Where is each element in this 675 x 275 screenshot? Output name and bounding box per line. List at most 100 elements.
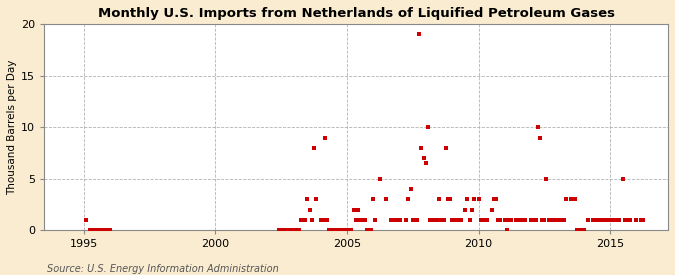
Point — [449, 218, 460, 222]
Point — [298, 218, 308, 222]
Point — [460, 208, 470, 212]
Point — [572, 228, 583, 233]
Point — [366, 228, 377, 233]
Point — [493, 218, 504, 222]
Point — [515, 218, 526, 222]
Point — [440, 146, 451, 150]
Point — [342, 228, 352, 233]
Point — [289, 228, 300, 233]
Point — [315, 218, 326, 222]
Point — [410, 218, 421, 222]
Point — [478, 218, 489, 222]
Point — [96, 228, 107, 233]
Point — [462, 197, 473, 202]
Point — [543, 218, 554, 222]
Point — [452, 218, 462, 222]
Point — [574, 228, 585, 233]
Point — [537, 218, 547, 222]
Point — [618, 177, 628, 181]
Point — [539, 218, 549, 222]
Point — [550, 218, 561, 222]
Point — [614, 218, 624, 222]
Point — [600, 218, 611, 222]
Point — [296, 218, 306, 222]
Point — [320, 135, 331, 140]
Point — [403, 197, 414, 202]
Text: Source: U.S. Energy Information Administration: Source: U.S. Energy Information Administ… — [47, 264, 279, 274]
Point — [612, 218, 622, 222]
Point — [317, 218, 328, 222]
Point — [578, 228, 589, 233]
Point — [354, 218, 365, 222]
Point — [92, 228, 103, 233]
Point — [427, 218, 438, 222]
Point — [359, 218, 370, 222]
Point — [442, 197, 453, 202]
Point — [559, 218, 570, 222]
Point — [282, 228, 293, 233]
Point — [387, 218, 398, 222]
Point — [482, 218, 493, 222]
Point — [545, 218, 556, 222]
Point — [495, 218, 506, 222]
Point — [445, 197, 456, 202]
Point — [100, 228, 111, 233]
Point — [418, 156, 429, 160]
Point — [500, 218, 510, 222]
Point — [624, 218, 635, 222]
Point — [98, 228, 109, 233]
Point — [486, 208, 497, 212]
Point — [284, 228, 295, 233]
Point — [568, 197, 578, 202]
Point — [554, 218, 565, 222]
Point — [605, 218, 616, 222]
Point — [89, 228, 100, 233]
Point — [389, 218, 400, 222]
Point — [85, 228, 96, 233]
Point — [557, 218, 568, 222]
Point — [346, 228, 357, 233]
Point — [333, 228, 344, 233]
Point — [310, 197, 321, 202]
Point — [473, 197, 484, 202]
Point — [412, 218, 423, 222]
Point — [304, 208, 315, 212]
Point — [352, 208, 363, 212]
Point — [475, 218, 486, 222]
Point — [489, 197, 500, 202]
Point — [416, 146, 427, 150]
Point — [337, 228, 348, 233]
Point — [638, 218, 649, 222]
Point — [287, 228, 298, 233]
Point — [531, 218, 541, 222]
Point — [528, 218, 539, 222]
Point — [594, 218, 605, 222]
Point — [407, 218, 418, 222]
Point — [480, 218, 491, 222]
Point — [526, 218, 537, 222]
Point — [361, 228, 372, 233]
Point — [103, 228, 113, 233]
Point — [385, 218, 396, 222]
Title: Monthly U.S. Imports from Netherlands of Liquified Petroleum Gases: Monthly U.S. Imports from Netherlands of… — [98, 7, 615, 20]
Point — [276, 228, 287, 233]
Point — [375, 177, 385, 181]
Point — [425, 218, 436, 222]
Point — [326, 228, 337, 233]
Point — [280, 228, 291, 233]
Point — [94, 228, 105, 233]
Point — [620, 218, 631, 222]
Point — [502, 228, 512, 233]
Point — [423, 125, 433, 129]
Y-axis label: Thousand Barrels per Day: Thousand Barrels per Day — [7, 59, 17, 195]
Point — [405, 187, 416, 191]
Point — [464, 218, 475, 222]
Point — [331, 228, 342, 233]
Point — [504, 218, 515, 222]
Point — [381, 197, 392, 202]
Point — [438, 218, 449, 222]
Point — [622, 218, 633, 222]
Point — [278, 228, 289, 233]
Point — [591, 218, 602, 222]
Point — [466, 208, 477, 212]
